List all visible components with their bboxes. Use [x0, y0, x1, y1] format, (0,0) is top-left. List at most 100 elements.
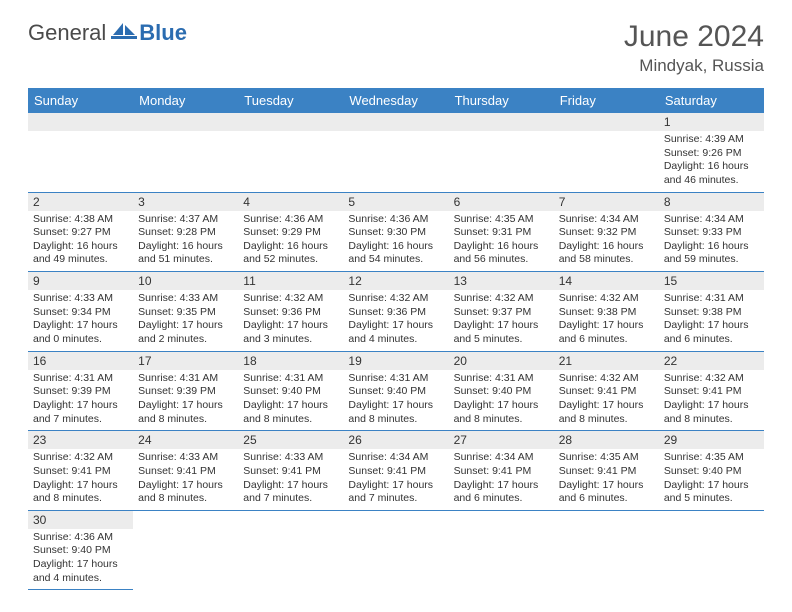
calendar-row: 16Sunrise: 4:31 AMSunset: 9:39 PMDayligh…	[28, 351, 764, 431]
day-info: Sunrise: 4:38 AMSunset: 9:27 PMDaylight:…	[28, 211, 133, 272]
day-info: Sunrise: 4:32 AMSunset: 9:36 PMDaylight:…	[238, 290, 343, 351]
day-cell: 20Sunrise: 4:31 AMSunset: 9:40 PMDayligh…	[449, 351, 554, 431]
day-header: Thursday	[449, 88, 554, 113]
empty-cell	[238, 113, 343, 192]
empty-cell	[133, 113, 238, 192]
day-number: 27	[449, 431, 554, 449]
day-info: Sunrise: 4:33 AMSunset: 9:41 PMDaylight:…	[133, 449, 238, 510]
day-info: Sunrise: 4:31 AMSunset: 9:39 PMDaylight:…	[133, 370, 238, 431]
day-cell: 17Sunrise: 4:31 AMSunset: 9:39 PMDayligh…	[133, 351, 238, 431]
day-info: Sunrise: 4:35 AMSunset: 9:41 PMDaylight:…	[554, 449, 659, 510]
day-cell: 25Sunrise: 4:33 AMSunset: 9:41 PMDayligh…	[238, 431, 343, 511]
day-number: 1	[659, 113, 764, 131]
day-number: 20	[449, 352, 554, 370]
day-info: Sunrise: 4:33 AMSunset: 9:41 PMDaylight:…	[238, 449, 343, 510]
day-cell: 18Sunrise: 4:31 AMSunset: 9:40 PMDayligh…	[238, 351, 343, 431]
empty-daynum	[238, 113, 343, 131]
empty-cell	[343, 113, 448, 192]
day-info: Sunrise: 4:33 AMSunset: 9:34 PMDaylight:…	[28, 290, 133, 351]
day-cell: 24Sunrise: 4:33 AMSunset: 9:41 PMDayligh…	[133, 431, 238, 511]
location-subtitle: Mindyak, Russia	[624, 56, 764, 76]
logo-text-general: General	[28, 20, 106, 46]
day-info: Sunrise: 4:32 AMSunset: 9:41 PMDaylight:…	[28, 449, 133, 510]
day-info: Sunrise: 4:32 AMSunset: 9:37 PMDaylight:…	[449, 290, 554, 351]
calendar-row: 23Sunrise: 4:32 AMSunset: 9:41 PMDayligh…	[28, 431, 764, 511]
empty-cell	[659, 510, 764, 590]
day-number: 18	[238, 352, 343, 370]
day-info: Sunrise: 4:34 AMSunset: 9:41 PMDaylight:…	[449, 449, 554, 510]
day-number: 19	[343, 352, 448, 370]
day-info: Sunrise: 4:33 AMSunset: 9:35 PMDaylight:…	[133, 290, 238, 351]
day-cell: 16Sunrise: 4:31 AMSunset: 9:39 PMDayligh…	[28, 351, 133, 431]
day-header: Monday	[133, 88, 238, 113]
day-cell: 28Sunrise: 4:35 AMSunset: 9:41 PMDayligh…	[554, 431, 659, 511]
day-info: Sunrise: 4:31 AMSunset: 9:40 PMDaylight:…	[449, 370, 554, 431]
day-cell: 14Sunrise: 4:32 AMSunset: 9:38 PMDayligh…	[554, 272, 659, 352]
day-number: 22	[659, 352, 764, 370]
empty-cell	[238, 510, 343, 590]
day-cell: 21Sunrise: 4:32 AMSunset: 9:41 PMDayligh…	[554, 351, 659, 431]
sailboat-icon	[111, 21, 137, 46]
empty-daynum	[133, 113, 238, 131]
page-title: June 2024	[624, 20, 764, 54]
empty-daynum	[28, 113, 133, 131]
day-number: 17	[133, 352, 238, 370]
calendar-row: 30Sunrise: 4:36 AMSunset: 9:40 PMDayligh…	[28, 510, 764, 590]
day-info: Sunrise: 4:31 AMSunset: 9:40 PMDaylight:…	[343, 370, 448, 431]
day-cell: 6Sunrise: 4:35 AMSunset: 9:31 PMDaylight…	[449, 192, 554, 272]
day-header: Friday	[554, 88, 659, 113]
day-header: Sunday	[28, 88, 133, 113]
day-info: Sunrise: 4:36 AMSunset: 9:30 PMDaylight:…	[343, 211, 448, 272]
day-cell: 22Sunrise: 4:32 AMSunset: 9:41 PMDayligh…	[659, 351, 764, 431]
day-cell: 15Sunrise: 4:31 AMSunset: 9:38 PMDayligh…	[659, 272, 764, 352]
logo-text-blue: Blue	[139, 20, 187, 46]
day-info: Sunrise: 4:36 AMSunset: 9:40 PMDaylight:…	[28, 529, 133, 590]
day-number: 29	[659, 431, 764, 449]
day-info: Sunrise: 4:31 AMSunset: 9:39 PMDaylight:…	[28, 370, 133, 431]
day-cell: 5Sunrise: 4:36 AMSunset: 9:30 PMDaylight…	[343, 192, 448, 272]
day-info: Sunrise: 4:34 AMSunset: 9:32 PMDaylight:…	[554, 211, 659, 272]
day-cell: 4Sunrise: 4:36 AMSunset: 9:29 PMDaylight…	[238, 192, 343, 272]
day-cell: 2Sunrise: 4:38 AMSunset: 9:27 PMDaylight…	[28, 192, 133, 272]
calendar-table: Sunday Monday Tuesday Wednesday Thursday…	[28, 88, 764, 590]
day-number: 30	[28, 511, 133, 529]
day-info: Sunrise: 4:35 AMSunset: 9:40 PMDaylight:…	[659, 449, 764, 510]
day-cell: 13Sunrise: 4:32 AMSunset: 9:37 PMDayligh…	[449, 272, 554, 352]
day-header-row: Sunday Monday Tuesday Wednesday Thursday…	[28, 88, 764, 113]
day-cell: 29Sunrise: 4:35 AMSunset: 9:40 PMDayligh…	[659, 431, 764, 511]
day-cell: 23Sunrise: 4:32 AMSunset: 9:41 PMDayligh…	[28, 431, 133, 511]
day-number: 12	[343, 272, 448, 290]
empty-cell	[554, 510, 659, 590]
day-number: 21	[554, 352, 659, 370]
day-info: Sunrise: 4:32 AMSunset: 9:41 PMDaylight:…	[554, 370, 659, 431]
day-number: 23	[28, 431, 133, 449]
day-cell: 11Sunrise: 4:32 AMSunset: 9:36 PMDayligh…	[238, 272, 343, 352]
day-cell: 3Sunrise: 4:37 AMSunset: 9:28 PMDaylight…	[133, 192, 238, 272]
day-number: 15	[659, 272, 764, 290]
day-number: 10	[133, 272, 238, 290]
empty-daynum	[449, 113, 554, 131]
empty-cell	[343, 510, 448, 590]
day-number: 16	[28, 352, 133, 370]
empty-daynum	[554, 113, 659, 131]
day-number: 24	[133, 431, 238, 449]
day-number: 14	[554, 272, 659, 290]
empty-daynum	[343, 113, 448, 131]
day-number: 2	[28, 193, 133, 211]
day-header: Tuesday	[238, 88, 343, 113]
day-info: Sunrise: 4:36 AMSunset: 9:29 PMDaylight:…	[238, 211, 343, 272]
day-info: Sunrise: 4:37 AMSunset: 9:28 PMDaylight:…	[133, 211, 238, 272]
day-number: 8	[659, 193, 764, 211]
calendar-body: 1Sunrise: 4:39 AMSunset: 9:26 PMDaylight…	[28, 113, 764, 590]
day-cell: 27Sunrise: 4:34 AMSunset: 9:41 PMDayligh…	[449, 431, 554, 511]
day-cell: 9Sunrise: 4:33 AMSunset: 9:34 PMDaylight…	[28, 272, 133, 352]
day-cell: 30Sunrise: 4:36 AMSunset: 9:40 PMDayligh…	[28, 510, 133, 590]
empty-cell	[28, 113, 133, 192]
empty-cell	[133, 510, 238, 590]
day-info: Sunrise: 4:35 AMSunset: 9:31 PMDaylight:…	[449, 211, 554, 272]
day-info: Sunrise: 4:34 AMSunset: 9:41 PMDaylight:…	[343, 449, 448, 510]
day-info: Sunrise: 4:31 AMSunset: 9:40 PMDaylight:…	[238, 370, 343, 431]
day-header: Saturday	[659, 88, 764, 113]
empty-cell	[554, 113, 659, 192]
day-cell: 8Sunrise: 4:34 AMSunset: 9:33 PMDaylight…	[659, 192, 764, 272]
